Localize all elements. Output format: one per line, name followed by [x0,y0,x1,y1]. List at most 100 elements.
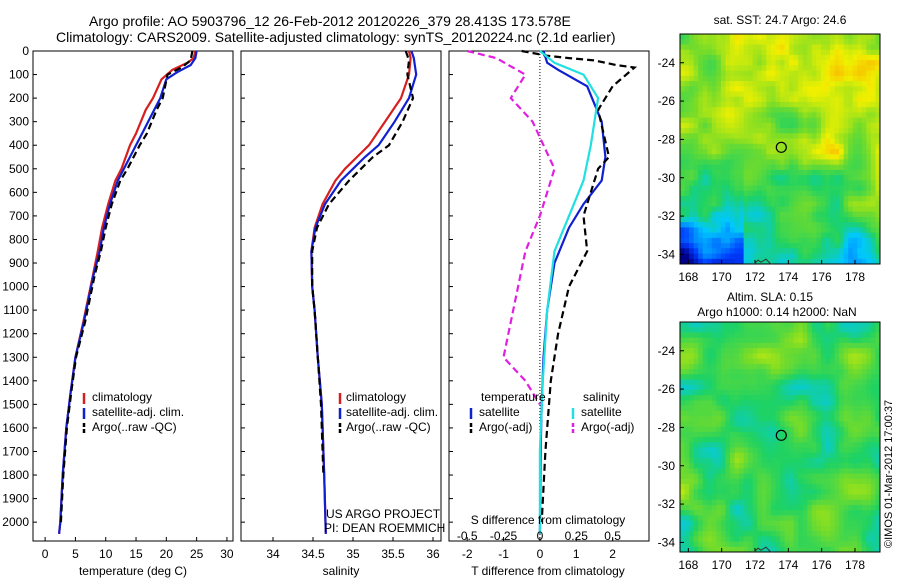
map-cell [825,426,831,433]
map-cell [870,369,876,375]
map-cell [761,327,767,333]
map-cell [757,384,763,391]
map-cell [725,437,731,443]
map-cell [730,206,735,213]
map-cell [834,468,840,474]
map-cell [825,332,831,339]
map-cell [684,75,690,82]
map-cell [807,49,813,56]
map-cell [730,426,735,433]
map-cell [730,332,735,339]
map-cell [702,190,708,197]
map-cell [698,128,704,134]
map-cell [816,536,822,542]
map-cell [693,248,699,254]
map-cell [748,468,754,474]
map-cell [784,442,790,448]
map-cell [857,175,863,181]
map-cell [843,101,849,108]
map-cell [707,122,713,129]
map-cell [875,258,881,265]
map-cell [702,536,708,542]
map-cell [757,358,763,365]
map-cell [839,248,845,254]
map-cell [807,421,813,427]
map-cell [820,122,826,129]
map-cell [843,201,849,207]
map-cell [861,164,867,171]
map-cell [780,237,785,244]
map-cell [720,185,726,192]
map-cell [689,39,695,45]
map-cell [725,384,731,391]
map-cell [875,531,881,537]
map-cell [711,39,717,45]
map-cell [866,133,872,139]
map-cell [689,117,695,124]
map-cell [739,374,745,380]
map-cell [852,112,858,119]
map-cell [720,520,726,527]
map-cell [816,337,822,344]
map-cell [843,196,849,202]
map-cell [816,416,822,422]
map-cell [848,107,854,113]
map-cell [693,54,699,61]
map-cell [811,232,817,239]
map-cell [784,342,790,349]
map-cell [830,332,835,339]
map-cell [775,34,781,40]
map-cell [743,243,749,249]
y-tick-label: -26 [658,94,676,108]
map-cell [730,546,735,553]
map-cell [793,222,799,228]
map-cell [702,546,708,553]
map-cell [848,489,854,495]
map-cell [743,107,749,113]
map-cell [830,34,835,40]
map-cell [825,484,831,490]
map-cell [825,421,831,427]
map-cell [748,541,754,548]
map-cell [761,253,767,260]
map-cell [820,410,826,417]
map-cell [861,405,867,412]
map-cell [748,201,754,207]
map-cell [816,473,822,480]
map-cell [816,322,822,328]
map-cell [743,175,749,181]
map-cell [820,96,826,103]
map-cell [875,452,881,459]
map-cell [784,180,790,186]
map-cell [734,86,740,92]
map-cell [775,384,781,391]
map-cell [766,237,772,244]
map-cell [730,107,735,113]
map-cell [843,128,849,134]
map-cell [680,504,685,511]
map-cell [702,258,708,265]
map-cell [875,468,881,474]
x-tick-label: 15 [129,547,143,561]
map-cell [748,138,754,145]
map-cell [866,180,872,186]
map-cell [843,478,849,485]
sst-map-title: sat. SST: 24.7 Argo: 24.6 [714,13,847,27]
map-cell [830,322,835,328]
map-cell [770,342,776,349]
map-cell [784,389,790,396]
map-cell [834,159,840,166]
x-tick-label: 10 [99,547,113,561]
map-cell [766,327,772,333]
map-cell [834,248,840,254]
map-cell [784,410,790,417]
map-cell [761,489,767,495]
map-cell [752,463,758,469]
x-tick-label: 168 [678,270,698,284]
map-cell [870,75,876,82]
map-cell [816,243,822,249]
map-cell [698,154,704,160]
map-cell [739,75,745,82]
x-tick-label: 0 [42,547,49,561]
map-cell [707,164,713,171]
